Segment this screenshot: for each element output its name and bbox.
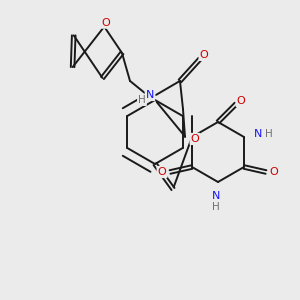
Text: N: N: [254, 129, 262, 139]
Text: H: H: [212, 202, 220, 212]
Text: O: O: [270, 167, 278, 177]
Text: H: H: [138, 95, 146, 105]
Text: O: O: [237, 96, 245, 106]
Text: O: O: [190, 134, 200, 144]
Text: N: N: [146, 90, 154, 100]
Text: N: N: [212, 191, 220, 201]
Text: O: O: [200, 50, 208, 60]
Text: H: H: [265, 129, 273, 139]
Text: O: O: [102, 18, 111, 28]
Text: O: O: [158, 167, 166, 177]
